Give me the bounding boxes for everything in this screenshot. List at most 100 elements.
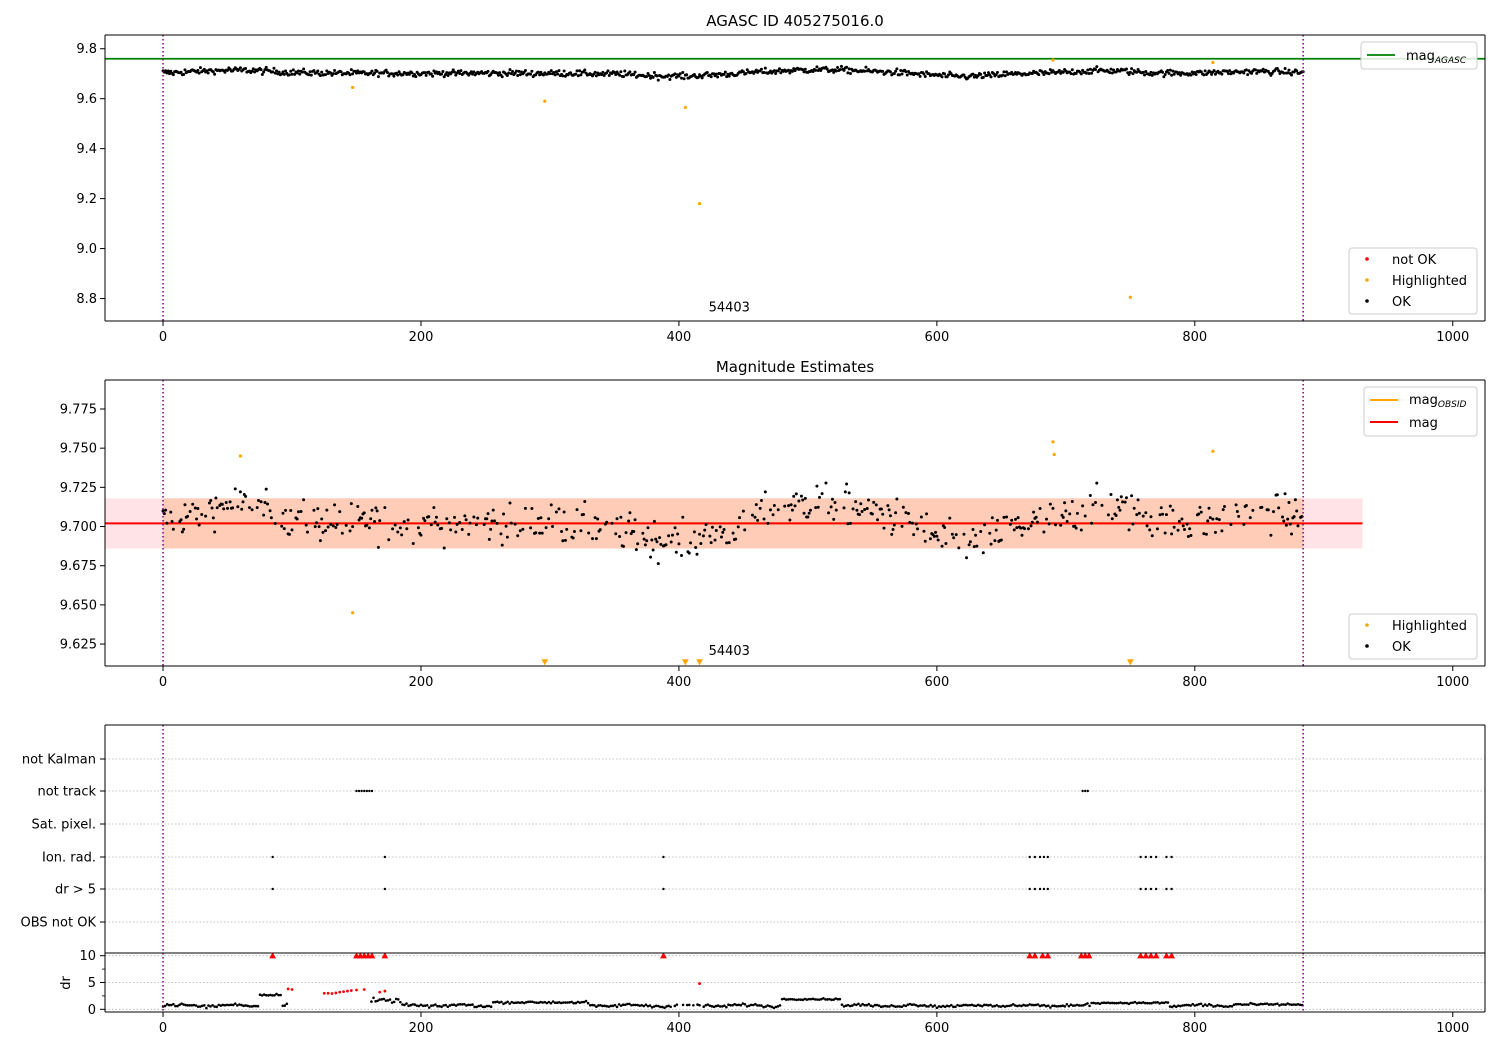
data-point (1216, 1003, 1219, 1007)
data-point (983, 71, 987, 75)
data-point (922, 529, 926, 533)
legend-label-mag: mag (1409, 416, 1438, 431)
data-point-marker (696, 659, 703, 666)
data-point (1232, 1003, 1236, 1007)
data-point (621, 75, 625, 79)
data-point (801, 998, 805, 1002)
data-point (916, 1004, 920, 1008)
data-point (1051, 440, 1055, 444)
data-point (284, 69, 288, 73)
data-point (1164, 1000, 1168, 1004)
legend-box (1348, 613, 1478, 660)
data-point (454, 73, 458, 77)
data-point (487, 1004, 491, 1008)
data-point (673, 72, 677, 76)
data-point (551, 525, 555, 529)
data-point (1144, 511, 1148, 515)
data-point (1033, 887, 1037, 891)
data-point (1205, 1004, 1209, 1007)
data-point (516, 534, 520, 538)
data-point (454, 530, 458, 534)
data-point (697, 202, 702, 206)
data-point (681, 1003, 685, 1007)
data-point (687, 551, 691, 555)
data-point (779, 71, 783, 75)
data-point (1137, 511, 1141, 515)
data-point (1008, 522, 1012, 526)
data-point (263, 501, 267, 505)
data-point (383, 887, 387, 891)
data-point (850, 1004, 854, 1007)
data-point (1061, 70, 1065, 74)
data-point (1119, 1001, 1122, 1004)
data-point (879, 507, 883, 511)
data-point (939, 1005, 943, 1009)
data-point (566, 1001, 569, 1004)
data-point (209, 499, 213, 503)
legend-box (1360, 41, 1478, 70)
data-point (703, 528, 707, 532)
data-point (768, 1004, 772, 1008)
data-point (1167, 71, 1171, 75)
data-point (259, 68, 263, 72)
data-point (510, 1000, 514, 1004)
data-point (387, 538, 391, 542)
data-point (469, 1003, 472, 1007)
data-point (1251, 508, 1255, 512)
data-point (962, 1003, 965, 1007)
data-point (538, 73, 542, 77)
data-point (1141, 1001, 1145, 1004)
data-point (427, 515, 431, 519)
data-point (273, 993, 276, 997)
data-point (392, 1000, 396, 1004)
data-point (407, 72, 411, 76)
data-point (1098, 1002, 1102, 1006)
data-point (1269, 533, 1273, 537)
data-point (623, 1003, 627, 1007)
data-point (943, 1005, 947, 1009)
data-point (1088, 67, 1092, 71)
data-point (971, 72, 975, 76)
data-point (325, 508, 329, 512)
data-point (1207, 1002, 1211, 1006)
data-point (809, 997, 813, 1001)
data-point (787, 68, 791, 72)
data-point (1074, 72, 1078, 76)
data-point (1090, 71, 1094, 75)
data-point (300, 70, 304, 74)
data-point (1255, 71, 1259, 75)
data-point (238, 1003, 241, 1006)
data-point (191, 502, 195, 506)
data-point (378, 990, 382, 994)
data-point (211, 1003, 214, 1007)
data-point (699, 541, 703, 545)
data-point (989, 1003, 992, 1007)
data-point (943, 72, 947, 76)
data-point (808, 508, 812, 512)
data-point (531, 1000, 534, 1004)
x-tick-label: 600 (924, 1021, 949, 1036)
data-point (988, 531, 992, 535)
data-point (710, 1005, 714, 1008)
data-point (934, 530, 938, 534)
data-point (894, 1005, 897, 1008)
data-point (355, 789, 358, 793)
legend-marker (1365, 257, 1369, 261)
data-point (363, 789, 366, 793)
data-point (391, 527, 395, 531)
data-point (431, 74, 435, 78)
data-point (1071, 1004, 1075, 1007)
data-point (1183, 1003, 1186, 1007)
data-point (557, 507, 561, 511)
data-point (490, 519, 494, 523)
data-point (981, 551, 985, 555)
data-point (543, 99, 547, 103)
data-point (536, 517, 540, 521)
x-tick-label: 0 (159, 330, 167, 345)
data-point (1148, 1001, 1151, 1005)
data-point (783, 504, 787, 508)
data-point (784, 998, 788, 1001)
data-point (210, 506, 214, 510)
data-point (244, 1004, 247, 1007)
data-point (1187, 1003, 1190, 1007)
